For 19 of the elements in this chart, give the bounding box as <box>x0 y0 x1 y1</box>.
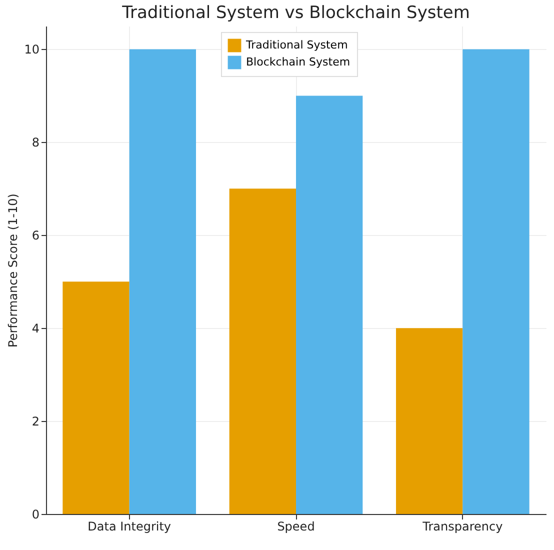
y-tick-label: 10 <box>24 42 40 57</box>
x-tick-label: Data Integrity <box>88 520 172 534</box>
y-axis-title: Performance Score (1-10) <box>6 194 20 348</box>
legend-label: Traditional System <box>245 38 348 52</box>
bar <box>296 96 363 514</box>
x-tick-label: Speed <box>277 520 315 534</box>
legend-label: Blockchain System <box>246 56 350 68</box>
x-tick-label: Transparency <box>422 520 503 534</box>
y-tick-label: 4 <box>32 322 40 336</box>
bar <box>62 282 130 514</box>
y-tick-label: 6 <box>32 228 40 243</box>
y-tick-label: 0 <box>32 508 40 522</box>
bar <box>462 49 530 514</box>
bar <box>396 328 463 514</box>
bar <box>129 49 196 514</box>
chart-title: Traditional System vs Blockchain System <box>121 3 470 23</box>
y-tick-label: 8 <box>32 136 40 150</box>
y-tick-label: 2 <box>32 414 40 429</box>
bar <box>229 188 296 514</box>
